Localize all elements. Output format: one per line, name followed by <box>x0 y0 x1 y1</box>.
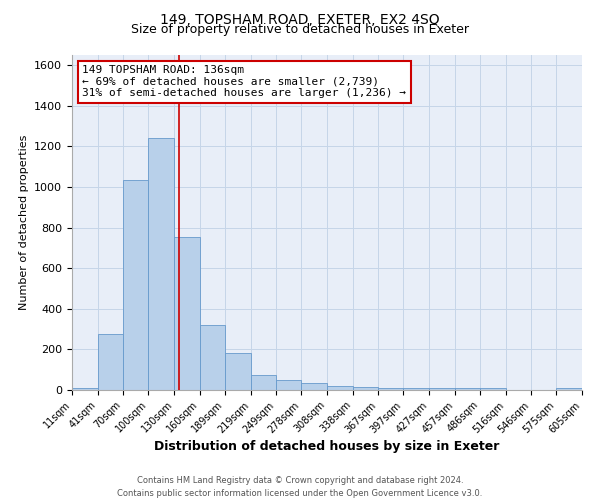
Text: Contains HM Land Registry data © Crown copyright and database right 2024.
Contai: Contains HM Land Registry data © Crown c… <box>118 476 482 498</box>
Bar <box>148 138 174 390</box>
Bar <box>98 334 122 390</box>
Text: 149, TOPSHAM ROAD, EXETER, EX2 4SQ: 149, TOPSHAM ROAD, EXETER, EX2 4SQ <box>160 12 440 26</box>
Bar <box>327 386 353 390</box>
Bar <box>556 388 582 390</box>
Bar <box>429 388 455 390</box>
Y-axis label: Number of detached properties: Number of detached properties <box>19 135 29 310</box>
X-axis label: Distribution of detached houses by size in Exeter: Distribution of detached houses by size … <box>154 440 500 454</box>
Bar <box>455 388 480 390</box>
Bar <box>480 388 506 390</box>
Text: 149 TOPSHAM ROAD: 136sqm
← 69% of detached houses are smaller (2,739)
31% of sem: 149 TOPSHAM ROAD: 136sqm ← 69% of detach… <box>82 65 406 98</box>
Bar <box>251 375 277 390</box>
Bar <box>403 388 429 390</box>
Bar <box>200 325 225 390</box>
Bar <box>353 387 377 390</box>
Text: Size of property relative to detached houses in Exeter: Size of property relative to detached ho… <box>131 22 469 36</box>
Bar <box>377 388 403 390</box>
Bar <box>225 354 251 390</box>
Bar <box>72 388 98 390</box>
Bar <box>174 236 200 390</box>
Bar <box>277 380 301 390</box>
Bar <box>122 180 148 390</box>
Bar <box>301 383 327 390</box>
